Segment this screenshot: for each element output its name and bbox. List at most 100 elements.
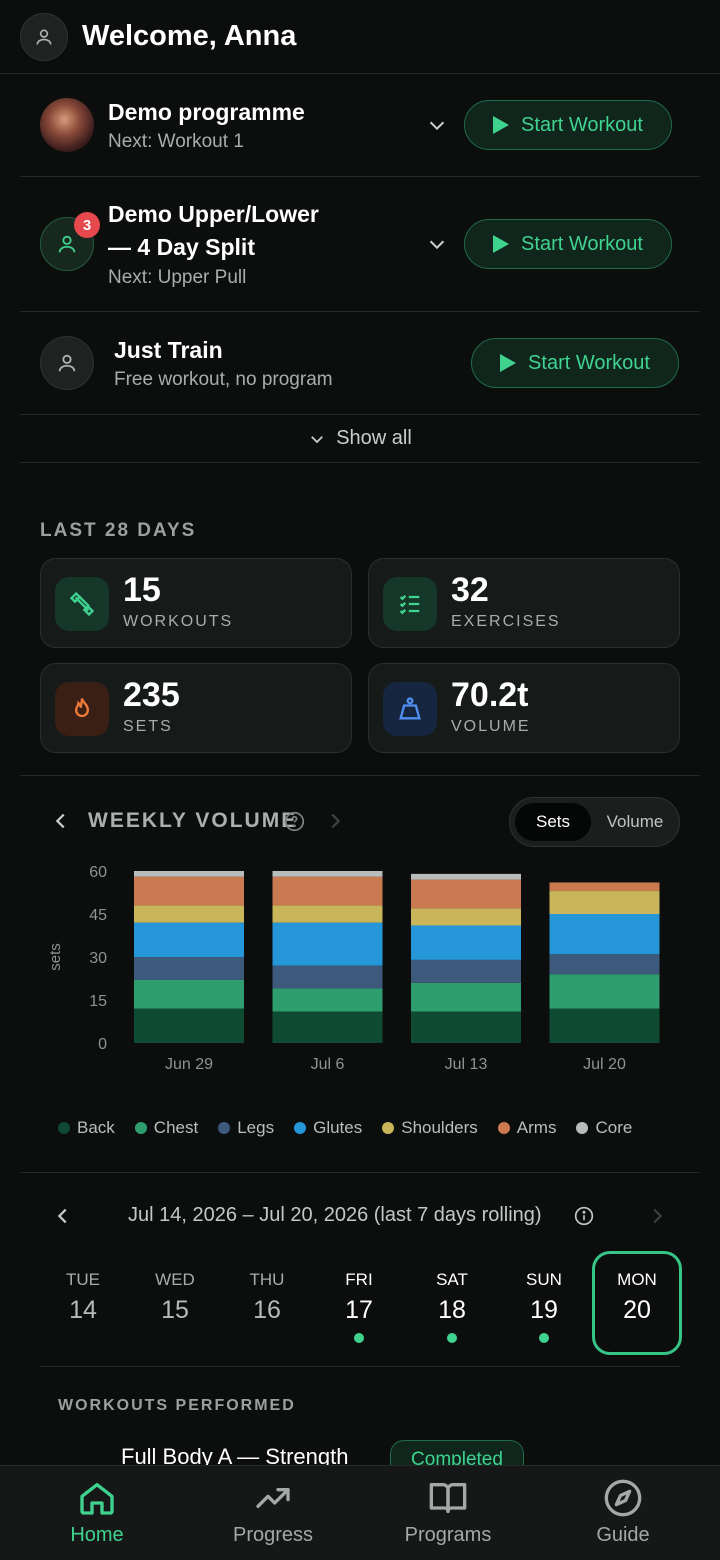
- bar-segment-shoulders: [134, 905, 244, 923]
- chevron-left-icon[interactable]: [50, 810, 72, 832]
- program-card-just-train[interactable]: Just Train Free workout, no program Star…: [20, 312, 700, 415]
- program-name-line1: Demo Upper/Lower: [108, 201, 319, 227]
- legend-swatch: [218, 1122, 231, 1134]
- weight-icon: [383, 682, 437, 736]
- stat-label: EXERCISES: [451, 613, 561, 630]
- sets-volume-toggle[interactable]: Sets Volume: [509, 797, 680, 847]
- info-icon[interactable]: [574, 1206, 594, 1226]
- day-wed[interactable]: WED 15: [131, 1254, 219, 1354]
- nav-programs[interactable]: Programs: [378, 1478, 518, 1547]
- show-all-button[interactable]: Show all: [20, 415, 700, 463]
- book-icon: [429, 1483, 467, 1513]
- chevron-right-icon[interactable]: [646, 1205, 668, 1227]
- bar-segment-shoulders: [549, 891, 660, 914]
- dumbbell-icon: [55, 577, 109, 631]
- chevron-down-icon[interactable]: [426, 114, 448, 136]
- legend-label: Arms: [516, 1118, 557, 1137]
- date-range-bar: Jul 14, 2026 – Jul 20, 2026 (last 7 days…: [40, 1196, 680, 1236]
- legend-swatch: [382, 1122, 395, 1134]
- legend-label: Core: [595, 1118, 633, 1137]
- top-header: Welcome, Anna: [0, 0, 720, 74]
- stat-label: WORKOUTS: [123, 613, 234, 630]
- legend-item: Legs: [218, 1118, 274, 1138]
- legend-item: Back: [58, 1118, 115, 1138]
- stat-value: 32: [451, 571, 489, 609]
- chevron-right-icon[interactable]: [324, 810, 346, 832]
- nav-progress[interactable]: Progress: [203, 1478, 343, 1547]
- start-workout-button[interactable]: Start Workout: [471, 338, 679, 388]
- user-avatar[interactable]: [20, 12, 68, 61]
- page-title: Welcome, Anna: [82, 20, 297, 52]
- day-tue[interactable]: TUE 14: [39, 1254, 127, 1354]
- day-name: MON: [617, 1270, 657, 1289]
- bar-segment-back: [272, 1011, 383, 1043]
- nav-label: Home: [70, 1524, 124, 1546]
- legend-swatch: [58, 1122, 70, 1134]
- program-thumbnail: [40, 98, 94, 152]
- day-fri[interactable]: FRI 17: [315, 1254, 403, 1354]
- day-thu[interactable]: THU 16: [223, 1254, 311, 1354]
- bar-segment-glutes: [134, 922, 244, 957]
- day-number: 14: [69, 1296, 97, 1324]
- chevron-down-icon: [311, 435, 324, 443]
- program-next: Free workout, no program: [114, 369, 333, 390]
- start-workout-button[interactable]: Start Workout: [464, 100, 672, 150]
- bar-segment-arms: [272, 876, 383, 906]
- nav-home[interactable]: Home: [27, 1478, 167, 1547]
- date-range-text: Jul 14, 2026 – Jul 20, 2026 (last 7 days…: [128, 1204, 542, 1226]
- x-tick-label: Jul 20: [583, 1056, 626, 1073]
- bar-segment-chest: [549, 974, 660, 1009]
- stat-label: SETS: [123, 718, 173, 735]
- chevron-down-icon[interactable]: [426, 233, 448, 255]
- nav-guide[interactable]: Guide: [553, 1478, 693, 1547]
- bar-segment-legs: [549, 954, 660, 975]
- bar-segment-legs: [134, 957, 244, 980]
- chevron-left-icon[interactable]: [52, 1205, 74, 1227]
- day-sun[interactable]: SUN 19: [500, 1254, 588, 1354]
- legend-label: Legs: [237, 1118, 275, 1137]
- workout-title[interactable]: Full Body A — Strength: [121, 1444, 349, 1469]
- day-mon[interactable]: MON 20: [592, 1251, 682, 1355]
- stat-card-workouts: 15 WORKOUTS: [40, 558, 352, 648]
- x-tick-label: Jul 13: [445, 1056, 488, 1073]
- program-name: Demo programme: [108, 99, 305, 125]
- legend-item: Core: [576, 1118, 632, 1138]
- bar-segment-core: [134, 871, 244, 877]
- legend-item: Glutes: [294, 1118, 362, 1138]
- stat-card-exercises: 32 EXERCISES: [368, 558, 680, 648]
- bar-segment-legs: [272, 965, 383, 989]
- nav-label: Progress: [232, 1524, 314, 1546]
- day-number: 18: [438, 1296, 466, 1324]
- bar-segment-back: [411, 1011, 521, 1043]
- day-name: FRI: [345, 1270, 373, 1289]
- user-icon: [58, 235, 76, 253]
- day-number: 17: [345, 1296, 373, 1324]
- nav-label: Guide: [596, 1524, 650, 1546]
- help-icon[interactable]: [284, 811, 305, 832]
- program-card-demo[interactable]: Demo programme Next: Workout 1 Start Wor…: [20, 74, 700, 177]
- bar-segment-shoulders: [411, 908, 521, 926]
- x-tick-label: Jul 6: [311, 1056, 345, 1073]
- legend-item: Arms: [497, 1118, 557, 1138]
- toggle-sets[interactable]: Sets: [515, 803, 591, 841]
- bar-segment-legs: [411, 959, 521, 983]
- legend-label: Chest: [153, 1118, 199, 1137]
- program-name-line2: — 4 Day Split: [108, 234, 255, 260]
- workouts-performed-label: WORKOUTS PERFORMED: [58, 1397, 296, 1414]
- bar-segment-back: [549, 1008, 660, 1043]
- y-tick-label: 60: [89, 864, 107, 881]
- stat-value: 70.2t: [451, 676, 529, 714]
- flame-icon: [55, 682, 109, 736]
- day-number: 20: [623, 1296, 651, 1324]
- program-card-upper-lower[interactable]: 3 Demo Upper/Lower — 4 Day Split Next: U…: [20, 177, 700, 312]
- day-number: 19: [530, 1296, 558, 1324]
- bar-segment-core: [411, 873, 521, 880]
- chart-legend: Back Chest Legs Glutes Shoulders Arms Core: [58, 1118, 652, 1138]
- y-tick-label: 45: [89, 907, 107, 924]
- program-next: Next: Upper Pull: [108, 267, 247, 288]
- legend-swatch: [576, 1122, 589, 1134]
- start-workout-button[interactable]: Start Workout: [464, 219, 672, 269]
- workout-marker: [539, 1333, 549, 1343]
- toggle-volume[interactable]: Volume: [606, 812, 664, 831]
- day-sat[interactable]: SAT 18: [408, 1254, 496, 1354]
